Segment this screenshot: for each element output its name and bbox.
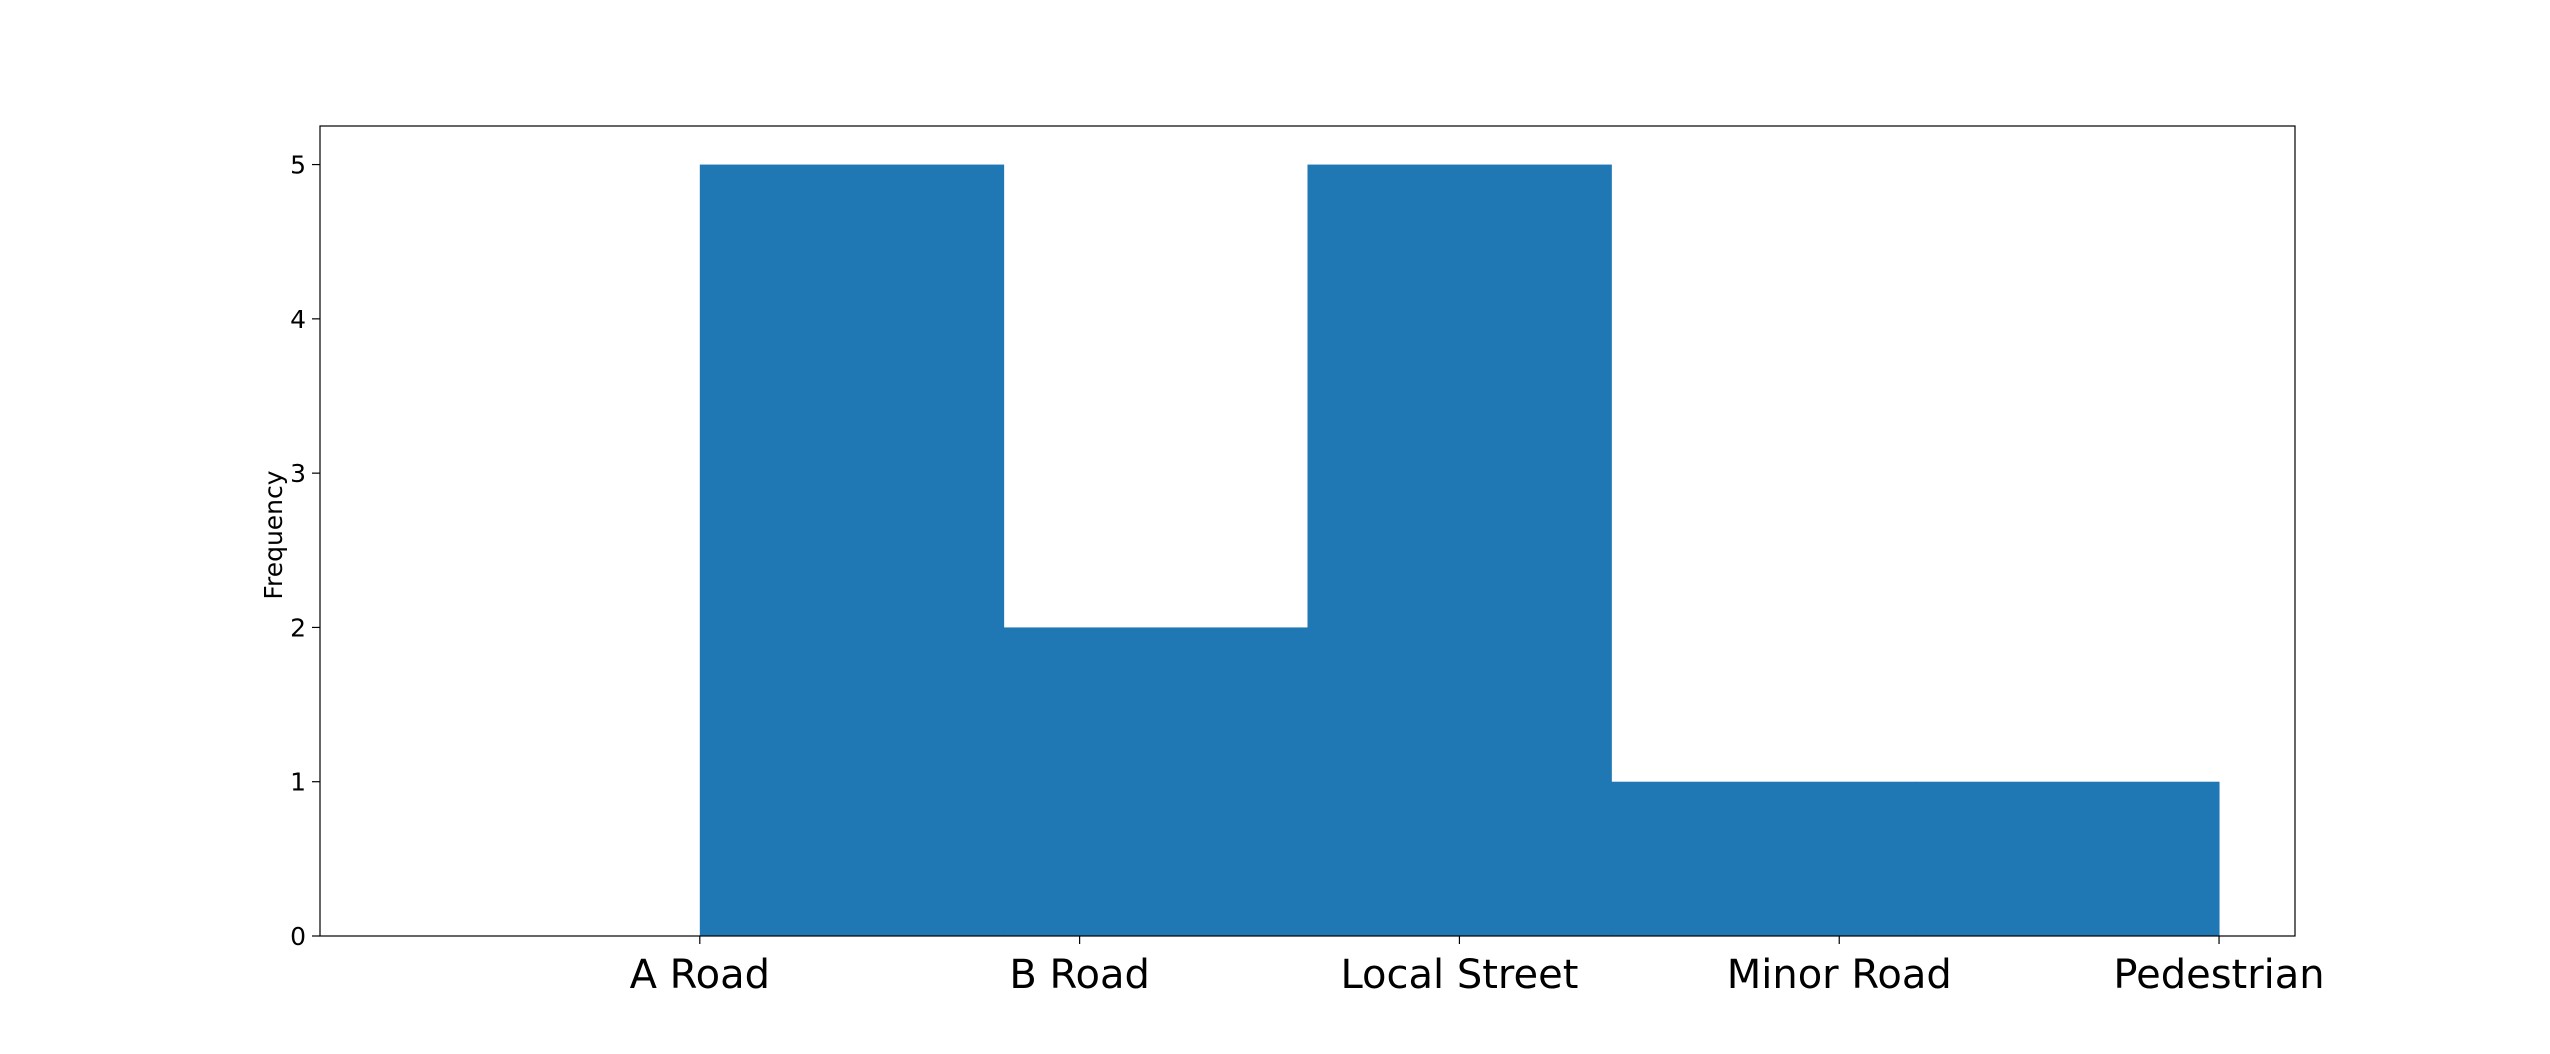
bars-group xyxy=(699,164,2220,937)
x-tick-label-4: Pedestrian xyxy=(2113,952,2324,998)
axes-group: 0 1 2 3 4 5 A Road B Road Local Street Minor Road… xyxy=(290,125,2325,998)
x-tick-label-3: Minor Road xyxy=(1727,952,1952,998)
x-tick-label-0: A Road xyxy=(630,952,770,998)
x-tick-label-2: Local Street xyxy=(1340,952,1578,998)
histogram-bar-4 xyxy=(1915,781,2220,936)
histogram-bar-2 xyxy=(1307,164,1612,937)
y-tick-label-5: 5 xyxy=(290,151,306,180)
x-tick-label-1: B Road xyxy=(1009,952,1150,998)
plot-frame xyxy=(319,125,2296,937)
histogram-bar-1 xyxy=(1003,627,1308,936)
y-axis-label: Frequency xyxy=(259,470,288,599)
y-tick-label-2: 2 xyxy=(290,613,306,642)
y-tick-label-1: 1 xyxy=(290,768,306,797)
histogram-bar-0 xyxy=(699,164,1005,937)
y-tick-label-3: 3 xyxy=(290,459,306,488)
y-tick-label-4: 4 xyxy=(290,305,306,334)
y-tick-label-0: 0 xyxy=(290,922,306,951)
histogram-bar-3 xyxy=(1611,781,1916,936)
